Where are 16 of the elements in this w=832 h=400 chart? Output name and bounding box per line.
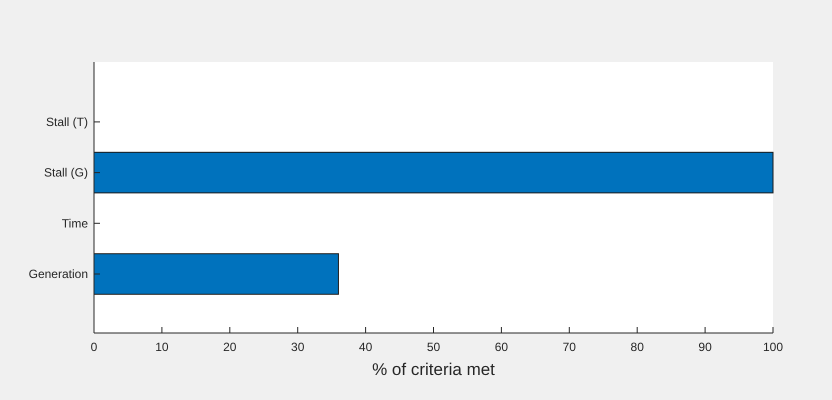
y-tick-label: Time <box>62 216 88 230</box>
x-tick-label: 30 <box>291 340 305 354</box>
x-tick-label: 80 <box>630 340 644 354</box>
y-tick-label: Generation <box>28 267 88 281</box>
x-tick-label: 10 <box>155 340 169 354</box>
x-tick-label: 20 <box>223 340 237 354</box>
y-tick-label: Stall (T) <box>46 114 88 129</box>
x-tick-label: 100 <box>762 340 784 354</box>
x-tick-label: 40 <box>358 340 373 354</box>
x-tick-label: 90 <box>698 340 712 354</box>
x-tick-label: 60 <box>494 340 508 354</box>
x-tick-label: 70 <box>562 340 576 354</box>
x-tick-label: 50 <box>426 340 440 354</box>
x-tick-label: 0 <box>90 340 98 354</box>
x-axis-title: % of criteria met <box>372 360 496 379</box>
y-tick-label: Stall (G) <box>44 166 88 180</box>
